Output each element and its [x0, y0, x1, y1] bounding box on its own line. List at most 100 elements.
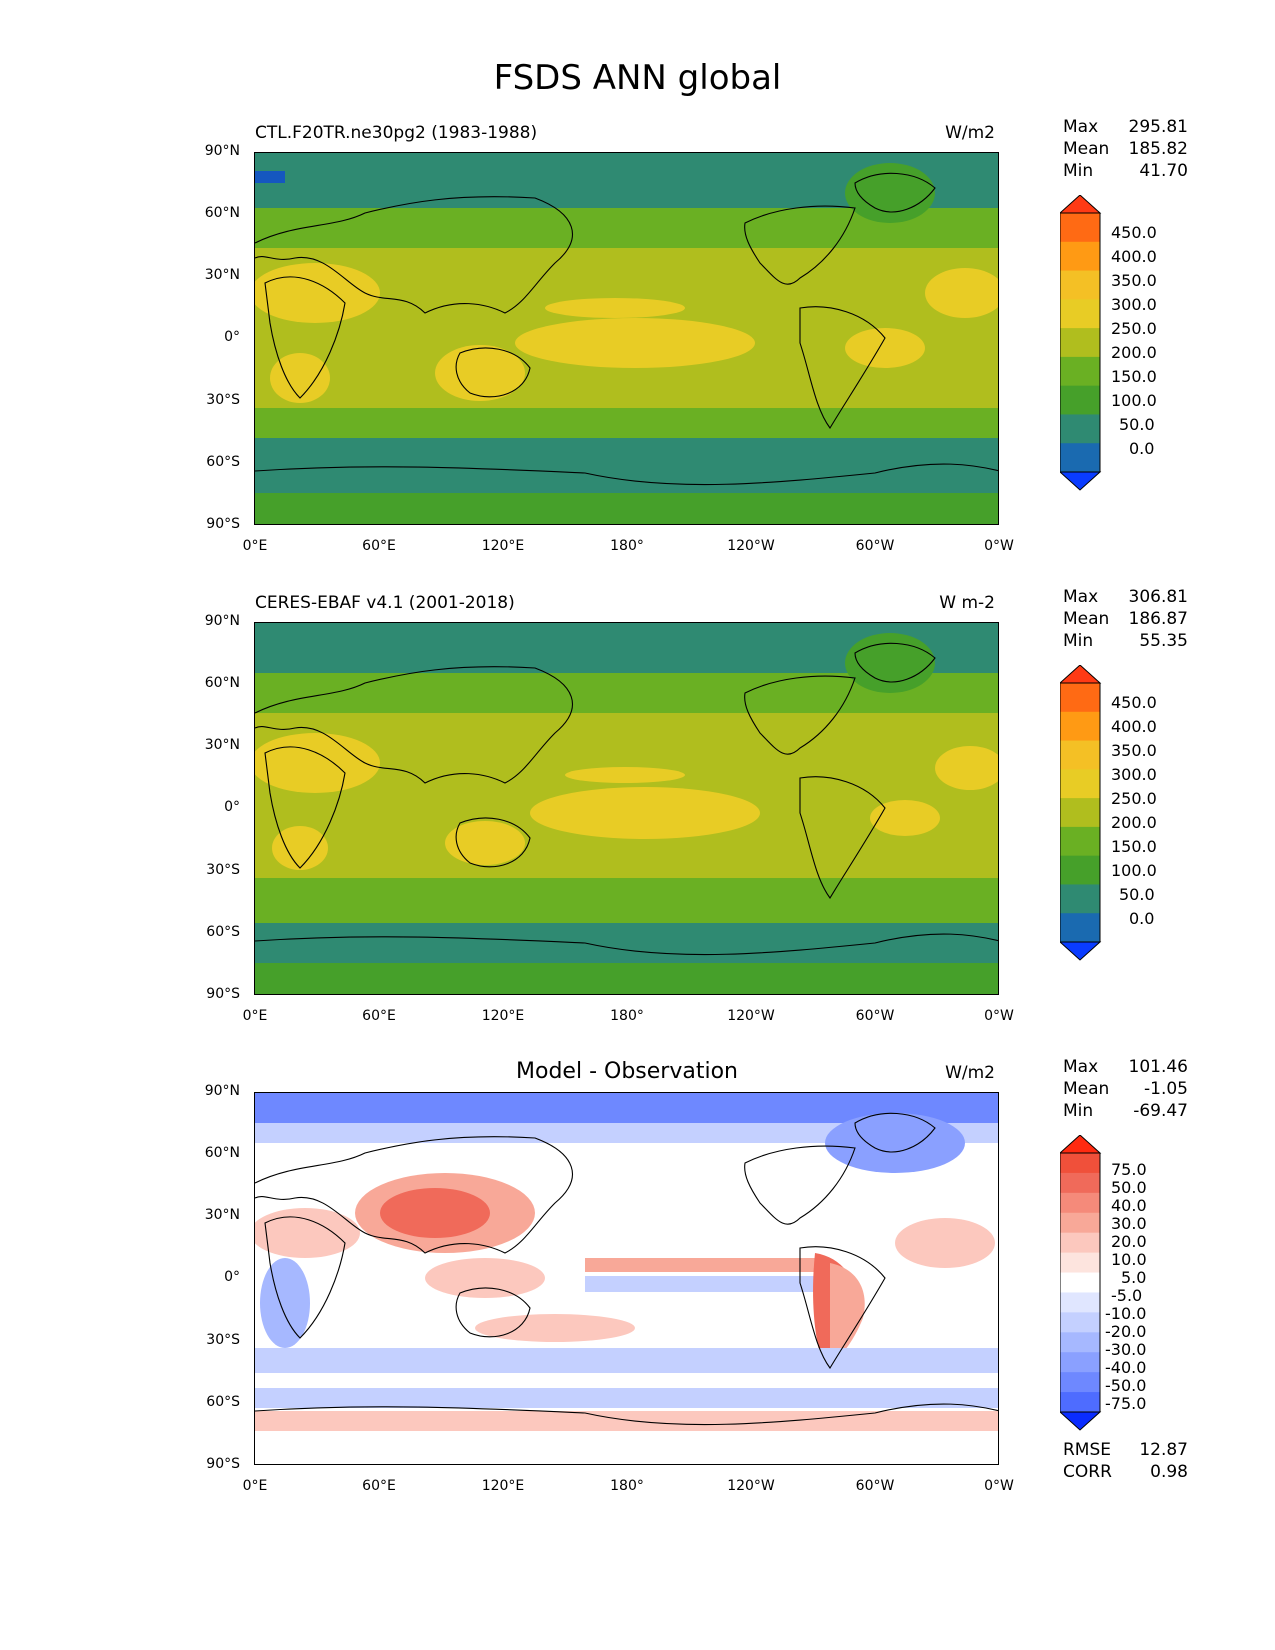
- colorbar-label: 50.0: [1111, 1178, 1147, 1197]
- colorbar-band: [1060, 1352, 1100, 1373]
- south-atlantic-patch: [870, 800, 940, 836]
- colorbar-label: -20.0: [1105, 1322, 1147, 1341]
- stat-value: 306.81: [1128, 587, 1188, 607]
- x-tick: 0°E: [242, 1478, 268, 1494]
- greenland-patch: [845, 633, 935, 693]
- colorbar-band: [1060, 1192, 1100, 1214]
- colorbar-outline: [1059, 1152, 1101, 1413]
- metric-value: 0.98: [1150, 1462, 1188, 1482]
- colorbar-band: [1060, 1272, 1100, 1293]
- southern-ocean-band: [255, 438, 998, 493]
- sahara-patch: [255, 733, 380, 793]
- south-africa-patch: [270, 353, 330, 403]
- stat-value: 185.82: [1128, 139, 1188, 159]
- colorbar-label: 250.0: [1111, 789, 1157, 808]
- australia-coastline: [455, 1287, 531, 1338]
- y-tick: 90°N: [204, 613, 240, 629]
- colorbar-label: 450.0: [1111, 693, 1157, 712]
- antarctica-coastline: [255, 933, 998, 956]
- sh-green-band: [255, 878, 998, 923]
- x-tick: 120°W: [727, 1008, 775, 1024]
- colorbar-label: -50.0: [1105, 1376, 1147, 1395]
- panel-3-map: [254, 1092, 999, 1465]
- greenland-patch: [845, 163, 935, 223]
- stat-label: Mean: [1063, 609, 1110, 629]
- colorbar-band: [1060, 1392, 1100, 1413]
- eurasia-coastline: [255, 196, 573, 314]
- australia-coastline: [455, 817, 531, 868]
- panel-2-units: W m-2: [939, 593, 995, 613]
- y-tick: 30°N: [204, 737, 240, 753]
- africa-coastline: [264, 746, 346, 869]
- colorbar-band: [1060, 1153, 1100, 1174]
- colorbar-label: 450.0: [1111, 223, 1157, 242]
- x-tick: 120°E: [481, 1008, 525, 1024]
- colorbar-band: [1060, 443, 1100, 473]
- colorbar-label: -10.0: [1105, 1304, 1147, 1323]
- figure-title: FSDS ANN global: [493, 58, 782, 98]
- x-tick: 60°W: [855, 538, 895, 554]
- antarctica-coastline: [255, 1403, 998, 1426]
- colorbar-label: 30.0: [1111, 1214, 1147, 1233]
- x-tick: 120°E: [481, 1478, 525, 1494]
- stat-value: 41.70: [1139, 161, 1188, 181]
- colorbar-band: [1060, 826, 1100, 857]
- sa-red-light: [830, 1263, 865, 1363]
- colorbar-label: 300.0: [1111, 765, 1157, 784]
- colorbar-band: [1060, 1232, 1100, 1254]
- y-tick: 90°S: [206, 1456, 240, 1472]
- pacific-patch: [530, 787, 760, 839]
- south-america-coastline: [799, 776, 886, 899]
- y-tick: 30°N: [204, 1207, 240, 1223]
- colorbar-label: 20.0: [1111, 1232, 1147, 1251]
- y-tick: 0°: [224, 799, 240, 815]
- colorbar-label: 400.0: [1111, 247, 1157, 266]
- panel-1-map: [254, 152, 999, 525]
- x-tick: 60°E: [362, 538, 396, 554]
- colorbar-label: 400.0: [1111, 717, 1157, 736]
- colorbar-band: [1060, 1332, 1100, 1353]
- greenland-coastline: [854, 172, 936, 213]
- x-tick: 180°: [610, 1478, 644, 1494]
- colorbar-bottom-arrow: [1058, 471, 1102, 491]
- colorbar-label: 10.0: [1111, 1250, 1147, 1269]
- colorbar-bottom-arrow: [1058, 1411, 1102, 1431]
- southern-ocean-blue: [255, 1388, 998, 1408]
- x-tick: 120°W: [727, 538, 775, 554]
- eurasia-coastline: [255, 666, 573, 784]
- colorbar-band: [1060, 270, 1100, 300]
- colorbar-outline: [1059, 212, 1101, 473]
- colorbar-bands: [1060, 1153, 1100, 1413]
- stat-label: Min: [1063, 631, 1094, 651]
- stat-label: Max: [1063, 117, 1099, 137]
- panel-1-colorbar: [1058, 194, 1104, 495]
- africa-coastline: [264, 1216, 346, 1339]
- panel-2-title: CERES-EBAF v4.1 (2001-2018): [255, 593, 515, 613]
- south-america-coastline: [799, 1246, 886, 1369]
- y-tick: 30°N: [204, 267, 240, 283]
- north-pacific-patch: [565, 767, 685, 783]
- greenland-coastline: [854, 642, 936, 683]
- colorbar-label: 200.0: [1111, 343, 1157, 362]
- colorbar-band: [1060, 711, 1100, 742]
- colorbar-label: 75.0: [1111, 1160, 1147, 1179]
- equatorial-blue: [585, 1276, 825, 1292]
- colorbar-label: 0.0: [1129, 909, 1155, 928]
- atlantic-patch: [935, 746, 998, 790]
- itcz-red: [585, 1258, 825, 1272]
- stat-value: 295.81: [1128, 117, 1188, 137]
- stat-label: Max: [1063, 1057, 1099, 1077]
- panel-2-colorbar: [1058, 664, 1104, 965]
- panel-1-map-svg: [255, 153, 998, 524]
- asia-red-dark: [380, 1188, 490, 1238]
- sahara-patch: [255, 263, 380, 323]
- sh-green-band: [255, 408, 998, 438]
- metric-label: RMSE: [1063, 1440, 1112, 1460]
- x-tick: 0°W: [984, 1478, 1014, 1494]
- colorbar-label: -40.0: [1105, 1358, 1147, 1377]
- greenland-blue: [825, 1113, 965, 1173]
- colorbar-band: [1060, 1372, 1100, 1393]
- colorbar-band: [1060, 1292, 1100, 1313]
- colorbar-label: 350.0: [1111, 271, 1157, 290]
- stat-label: Mean: [1063, 139, 1110, 159]
